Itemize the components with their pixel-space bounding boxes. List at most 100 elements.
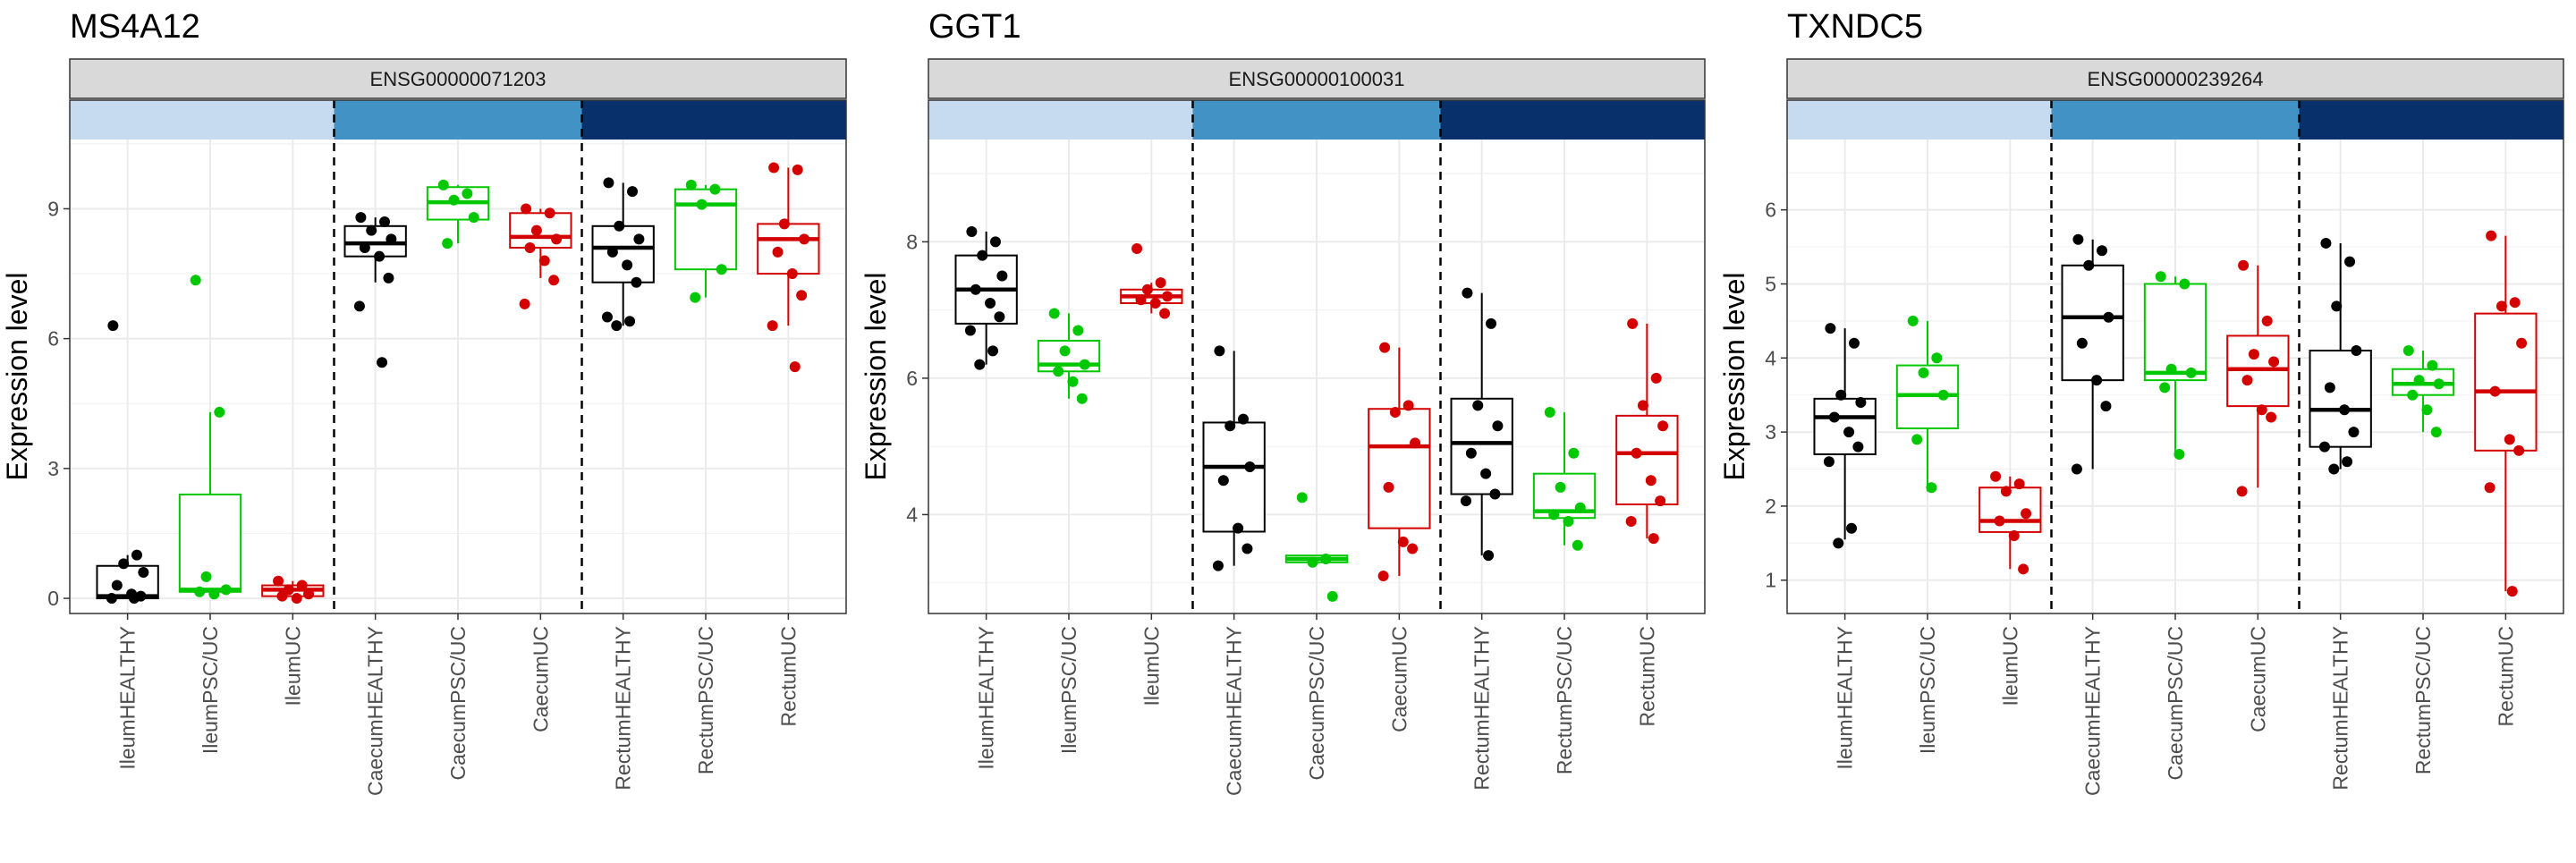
data-point (2407, 389, 2419, 401)
data-point (966, 225, 978, 237)
data-point (374, 250, 386, 262)
box-caecumhealthy (2061, 239, 2124, 470)
data-point (2513, 444, 2525, 456)
x-tick-label: IleumHEALTHY (1834, 626, 1857, 770)
data-point (1131, 243, 1143, 255)
data-point (111, 580, 123, 591)
data-point (2071, 463, 2082, 475)
data-point (786, 268, 798, 280)
region-band (334, 100, 582, 140)
data-point (2155, 271, 2166, 283)
data-point (2174, 448, 2185, 460)
data-point (1855, 396, 1867, 408)
x-tick-label: CaecumHEALTHY (364, 626, 387, 796)
region-band (70, 100, 335, 140)
data-point (2103, 311, 2114, 323)
data-point (1320, 553, 1332, 564)
data-point (2328, 463, 2340, 475)
data-point (987, 345, 999, 357)
data-point (2331, 300, 2343, 312)
x-tick-label: IleumHEALTHY (975, 626, 998, 770)
x-tick-label: RectumHEALTHY (2329, 626, 2352, 791)
strip-label: ENSG00000239264 (2088, 68, 2264, 90)
data-point (2185, 367, 2197, 378)
data-point (1307, 556, 1318, 568)
data-point (778, 218, 790, 230)
data-point (208, 588, 220, 600)
data-point (2266, 411, 2277, 423)
data-point (1825, 323, 1836, 334)
data-point (2413, 375, 2425, 386)
y-tick-label: 9 (47, 197, 59, 220)
data-point (1907, 315, 1919, 326)
data-point (2100, 401, 2112, 412)
data-point (1402, 400, 1414, 411)
box-iqr (591, 224, 655, 283)
data-point (107, 320, 119, 332)
box-ileumhealthy (1813, 328, 1877, 540)
strip-label: ENSG00000071203 (370, 68, 547, 90)
box-caecumuc (1368, 347, 1431, 577)
data-point (2072, 233, 2084, 245)
data-point (2351, 345, 2362, 357)
data-point (1135, 294, 1147, 306)
y-tick-label: 1 (1765, 569, 1776, 592)
panel-title: MS4A12 (70, 8, 200, 46)
data-point (468, 212, 479, 224)
box-iqr (2061, 264, 2124, 382)
data-point (2021, 508, 2032, 520)
data-point (1994, 515, 2005, 527)
data-point (1212, 560, 1224, 571)
region-band (581, 100, 846, 140)
data-point (2430, 427, 2442, 438)
x-tick-label: IleumPSC/UC (199, 626, 222, 754)
data-point (1911, 434, 1923, 445)
data-point (519, 298, 530, 309)
data-point (1625, 516, 1637, 528)
x-tick-label: CaecumUC (529, 626, 552, 732)
data-point (1141, 283, 1153, 295)
data-point (1990, 470, 2002, 482)
data-point (1410, 437, 1421, 449)
data-point (1843, 427, 1855, 438)
data-point (1492, 420, 1504, 432)
data-point (1937, 389, 1949, 401)
data-point (2509, 297, 2521, 309)
data-point (1657, 420, 1669, 432)
data-point (2339, 404, 2351, 416)
box-ileumhealthy (954, 231, 1018, 365)
data-point (2236, 486, 2248, 497)
data-point (1224, 420, 1236, 432)
box-iqr (1368, 408, 1431, 529)
x-tick-label: RectumHEALTHY (1470, 626, 1494, 791)
panel-ms4a12: MS4A12 ENSG00000071203 0 3 6 9 Expression leve… (1, 8, 847, 796)
x-tick-label: RectumUC (776, 626, 800, 726)
data-point (366, 224, 377, 236)
data-point (355, 212, 367, 224)
data-point (2348, 427, 2360, 438)
data-point (1067, 376, 1079, 387)
region-band (928, 100, 1193, 140)
data-point (1076, 393, 1088, 404)
data-point (2504, 434, 2515, 445)
data-point (220, 584, 232, 596)
data-point (1568, 447, 1580, 459)
x-tick-label: IleumUC (1140, 626, 1163, 706)
data-point (2320, 237, 2332, 249)
data-point (970, 283, 981, 295)
data-point (989, 236, 1001, 248)
box-rectumuc (1615, 323, 1679, 539)
data-point (118, 558, 130, 570)
data-point (2013, 478, 2025, 490)
data-point (2083, 259, 2095, 271)
data-point (1072, 325, 1084, 336)
data-point (1244, 461, 1256, 473)
data-point (799, 233, 810, 245)
data-point (1149, 298, 1161, 309)
data-point (1296, 492, 1308, 503)
data-point (627, 186, 639, 198)
data-point (1548, 509, 1560, 520)
x-tick-label: CaecumHEALTHY (2081, 626, 2105, 796)
